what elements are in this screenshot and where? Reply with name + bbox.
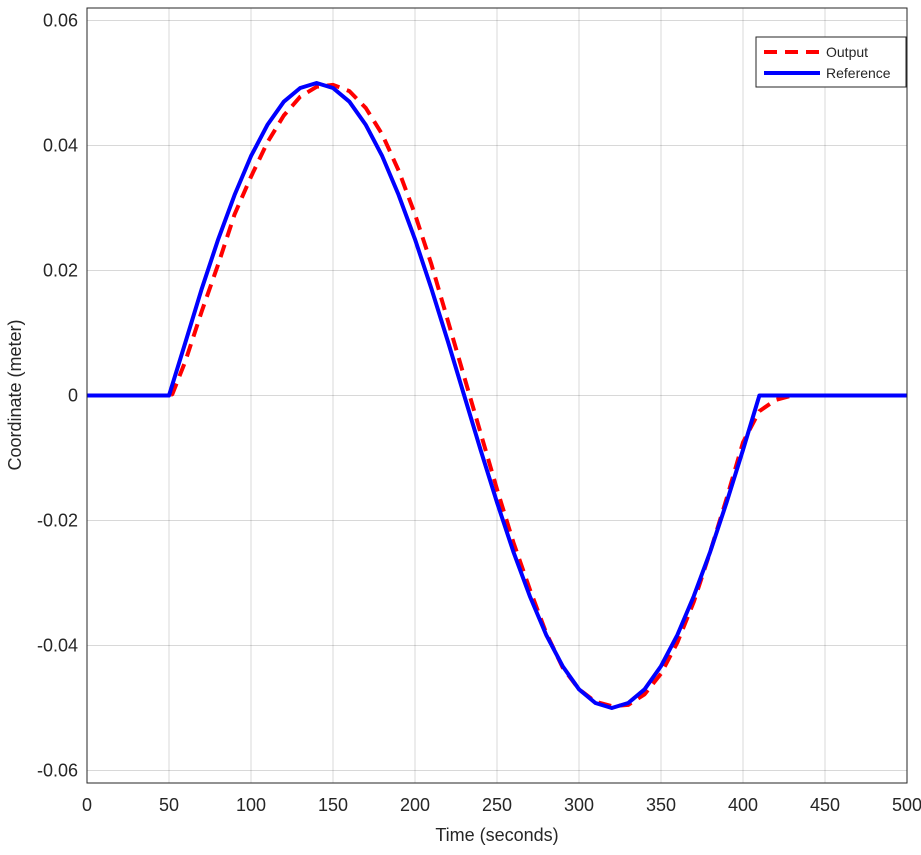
legend-label-output: Output xyxy=(826,44,868,60)
x-tick-label: 250 xyxy=(482,795,512,815)
series-line-output xyxy=(87,82,907,709)
legend-label-reference: Reference xyxy=(826,65,891,81)
x-tick-label: 350 xyxy=(646,795,676,815)
legend-box xyxy=(755,36,907,88)
y-tick-label: 0.04 xyxy=(43,136,78,156)
x-tick-label: 150 xyxy=(318,795,348,815)
x-tick-label: 0 xyxy=(82,795,92,815)
x-tick-label: 50 xyxy=(159,795,179,815)
x-tick-label: 100 xyxy=(236,795,266,815)
legend: Output Reference xyxy=(755,36,907,88)
y-tick-label: 0.06 xyxy=(43,11,78,31)
series-group xyxy=(87,81,907,710)
y-tick-label: -0.06 xyxy=(37,761,78,781)
x-tick-label: 200 xyxy=(400,795,430,815)
y-tick-label: 0 xyxy=(68,386,78,406)
ticks: 0 50 100 150 200 250 300 350 400 450 500 0.06 0.04 0.… xyxy=(37,11,921,816)
y-axis-label: Coordinate (meter) xyxy=(5,319,25,470)
x-tick-label: 450 xyxy=(810,795,840,815)
x-axis-label: Time (seconds) xyxy=(435,825,558,845)
series-line-reference xyxy=(87,81,907,710)
y-tick-label: -0.02 xyxy=(37,511,78,531)
y-tick-label: -0.04 xyxy=(37,636,78,656)
y-tick-label: 0.02 xyxy=(43,261,78,281)
x-tick-label: 300 xyxy=(564,795,594,815)
x-tick-label: 500 xyxy=(892,795,921,815)
axes-box xyxy=(86,7,908,784)
grid xyxy=(86,8,908,783)
x-tick-label: 400 xyxy=(728,795,758,815)
